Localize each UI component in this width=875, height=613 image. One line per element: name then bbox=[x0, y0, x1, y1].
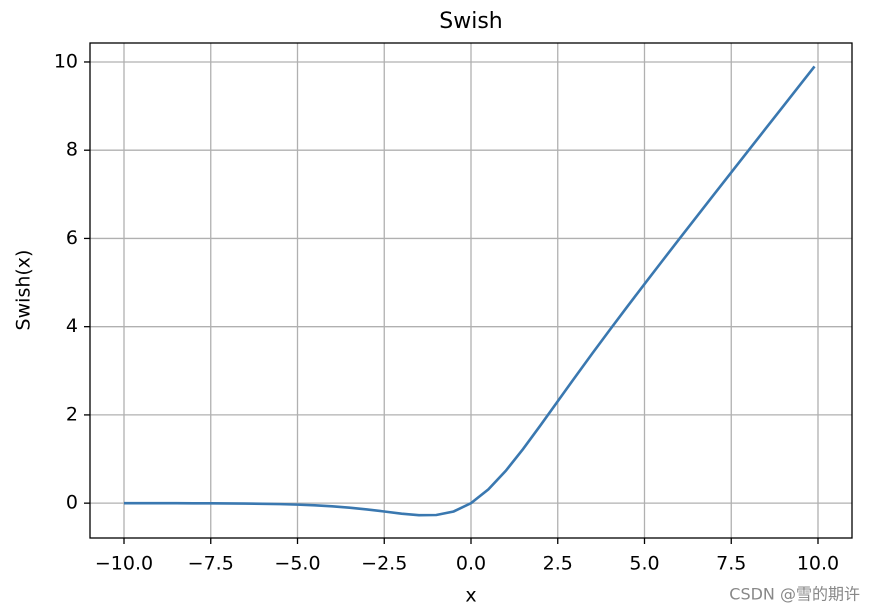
y-tick-label: 2 bbox=[66, 403, 78, 425]
x-tick-label: −7.5 bbox=[188, 553, 234, 575]
y-tick-label: 0 bbox=[66, 492, 78, 514]
x-tick-label: 7.5 bbox=[716, 553, 746, 575]
y-tick-label: 4 bbox=[66, 315, 78, 337]
watermark: CSDN @雪的期许 bbox=[729, 585, 860, 604]
x-tick-label: −5.0 bbox=[274, 553, 320, 575]
y-tick-label: 10 bbox=[54, 50, 78, 72]
x-tick-label: −10.0 bbox=[95, 553, 153, 575]
chart-title: Swish bbox=[439, 9, 502, 34]
x-tick-label: 0.0 bbox=[456, 553, 486, 575]
x-tick-label: 5.0 bbox=[629, 553, 659, 575]
x-tick-label: −2.5 bbox=[361, 553, 407, 575]
series-line bbox=[124, 65, 816, 517]
x-axis-label: x bbox=[465, 585, 476, 607]
y-tick-label: 6 bbox=[66, 227, 78, 249]
x-tick-label: 10.0 bbox=[797, 553, 839, 575]
x-tick-label: 2.5 bbox=[543, 553, 573, 575]
y-tick-label: 8 bbox=[66, 139, 78, 161]
plot-frame bbox=[89, 42, 853, 539]
y-axis-label: Swish(x) bbox=[13, 250, 35, 331]
